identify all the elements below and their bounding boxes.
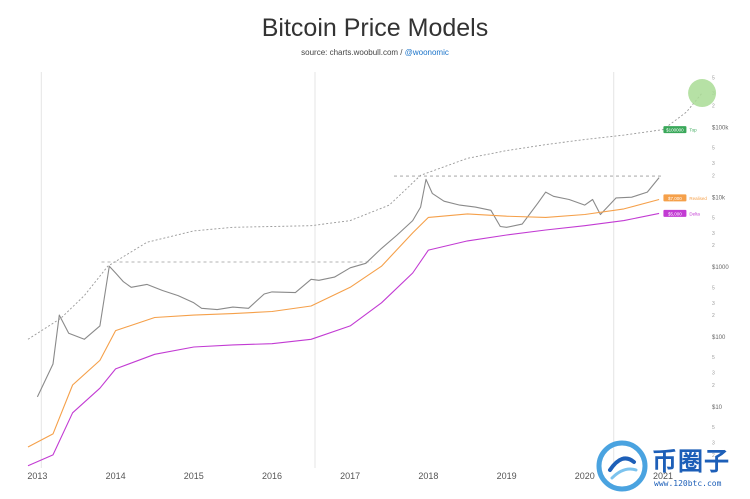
y-tick-label: $10k bbox=[712, 195, 726, 201]
x-tick-label: 2013 bbox=[27, 471, 47, 481]
x-tick-label: 2016 bbox=[262, 471, 282, 481]
end-label-value: $5,000 bbox=[668, 211, 682, 216]
x-tick-label: 2020 bbox=[575, 471, 595, 481]
y-minor-tick-label: 5 bbox=[712, 425, 715, 431]
y-minor-tick-label: 2 bbox=[712, 313, 715, 319]
end-label-value: $100000 bbox=[666, 128, 684, 133]
end-label-badge bbox=[663, 194, 687, 202]
y-minor-tick-label: 3 bbox=[712, 301, 715, 307]
watermark: 币圈子 www.120btc.com bbox=[596, 436, 750, 499]
end-label-badge bbox=[663, 209, 687, 217]
x-tick-label: 2014 bbox=[106, 471, 126, 481]
y-tick-label: $100 bbox=[712, 335, 726, 341]
end-label-name: Realised bbox=[689, 196, 707, 201]
y-minor-tick-label: 5 bbox=[712, 355, 715, 361]
y-tick-label: $1000 bbox=[712, 265, 729, 271]
x-tick-label: 2017 bbox=[340, 471, 360, 481]
chart-source: source: charts.woobull.com / @woonomic bbox=[0, 48, 750, 57]
y-minor-tick-label: 2 bbox=[712, 383, 715, 389]
y-tick-label: $10 bbox=[712, 405, 723, 411]
x-tick-label: 2019 bbox=[497, 471, 517, 481]
y-minor-tick-label: 3 bbox=[712, 231, 715, 237]
y-tick-label: $100k bbox=[712, 125, 729, 131]
y-minor-tick-label: 5 bbox=[712, 285, 715, 291]
y-minor-tick-label: 5 bbox=[712, 76, 715, 82]
series-line-delta bbox=[27, 212, 660, 467]
end-label-badge bbox=[663, 126, 687, 134]
chart-title: Bitcoin Price Models bbox=[261, 14, 489, 42]
x-tick-label: 2015 bbox=[184, 471, 204, 481]
series-line-price bbox=[36, 177, 660, 398]
y-minor-tick-label: 3 bbox=[712, 371, 715, 377]
x-tick-label: 2021 bbox=[653, 471, 673, 481]
end-label-name: Delta bbox=[689, 211, 700, 216]
y-minor-tick-label: 2 bbox=[712, 173, 715, 179]
series-line-realised bbox=[27, 198, 660, 448]
y-minor-tick-label: 2 bbox=[712, 453, 715, 459]
watermark-text: 币圈子 bbox=[652, 447, 731, 476]
x-tick-label: 2018 bbox=[418, 471, 438, 481]
series-line-top bbox=[27, 92, 703, 340]
projection-highlight-circle bbox=[688, 79, 717, 108]
watermark-url: www.120btc.com bbox=[654, 479, 722, 488]
end-label-name: Top bbox=[689, 128, 697, 133]
y-minor-tick-label: 3 bbox=[712, 441, 715, 447]
y-minor-tick-label: 2 bbox=[712, 243, 715, 249]
end-label-value: $7,000 bbox=[668, 196, 682, 201]
y-minor-tick-label: 3 bbox=[712, 161, 715, 167]
y-minor-tick-label: 2 bbox=[712, 103, 715, 109]
source-prefix: source: charts.woobull.com / bbox=[301, 48, 405, 57]
source-handle-link[interactable]: @woonomic bbox=[404, 48, 449, 57]
y-minor-tick-label: 5 bbox=[712, 215, 715, 221]
y-minor-tick-label: 5 bbox=[712, 145, 715, 151]
watermark-logo-icon bbox=[596, 440, 648, 492]
